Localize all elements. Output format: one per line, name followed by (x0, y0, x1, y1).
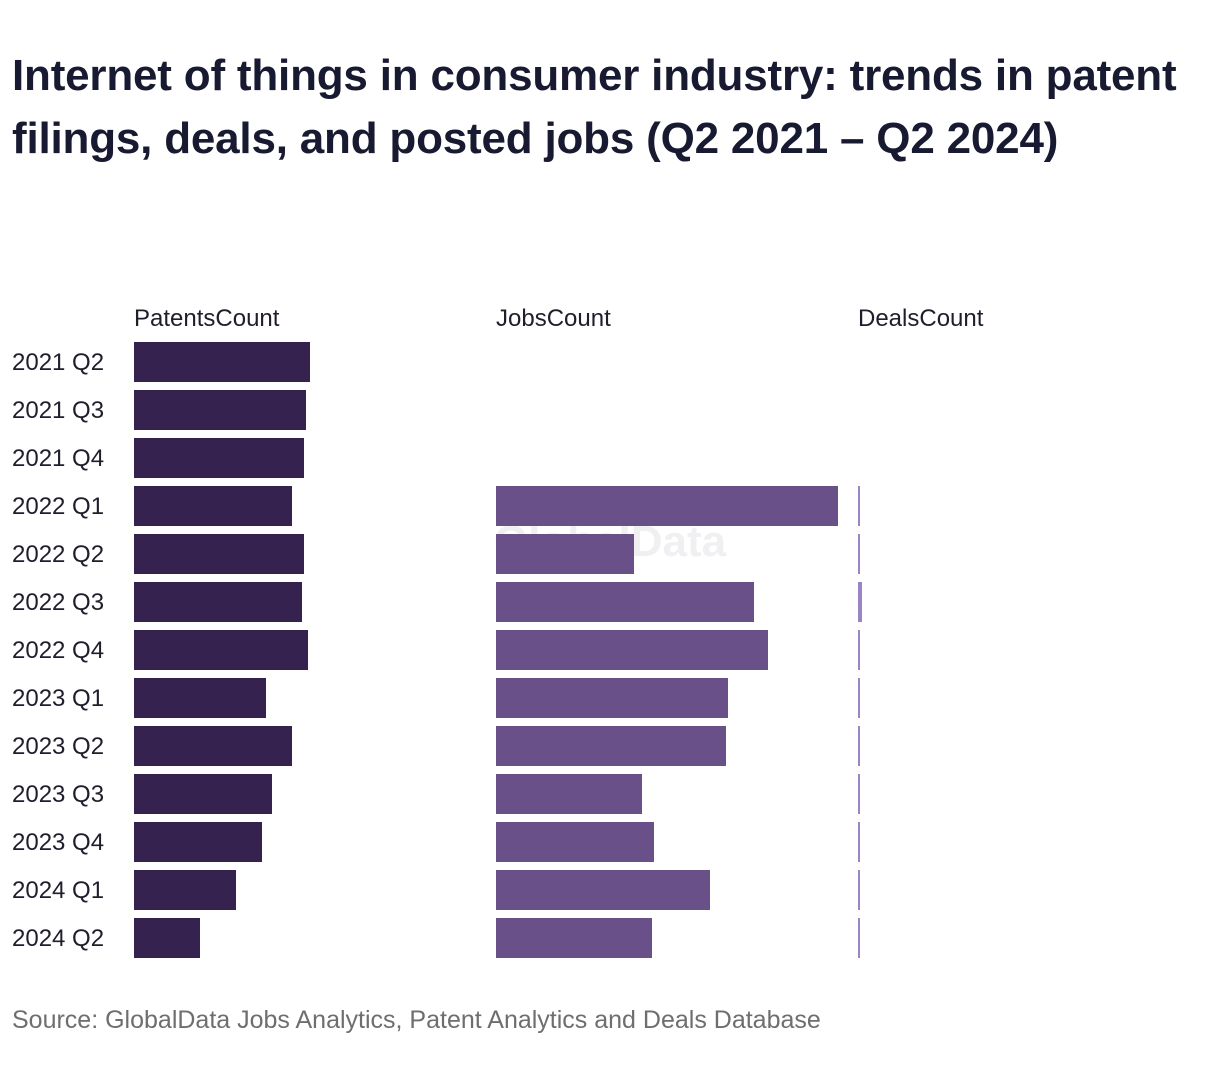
bar-jobscount (496, 822, 654, 862)
bar-dealscount (858, 534, 860, 574)
category-label: 2024 Q1 (12, 877, 104, 904)
panel-header: DealsCount (858, 305, 984, 332)
bar-patentscount (134, 390, 306, 430)
category-label: 2024 Q2 (12, 925, 104, 952)
source-note: Source: GlobalData Jobs Analytics, Paten… (12, 1006, 821, 1034)
bar-patentscount (134, 342, 310, 382)
bar-dealscount (858, 678, 860, 718)
category-label: 2021 Q3 (12, 397, 104, 424)
category-label: 2022 Q3 (12, 589, 104, 616)
bar-patentscount (134, 486, 292, 526)
panel-header: JobsCount (496, 305, 611, 332)
bar-dealscount (858, 822, 860, 862)
category-label: 2021 Q4 (12, 445, 104, 472)
bar-dealscount (858, 774, 860, 814)
panel-dealscount: DealsCount (858, 305, 984, 958)
category-label: 2023 Q3 (12, 781, 104, 808)
bar-patentscount (134, 774, 272, 814)
bar-dealscount (858, 870, 860, 910)
category-label: 2021 Q2 (12, 349, 104, 376)
bar-dealscount (858, 582, 862, 622)
bar-jobscount (496, 870, 710, 910)
bar-patentscount (134, 918, 200, 958)
bar-jobscount (496, 918, 652, 958)
category-label: 2023 Q4 (12, 829, 104, 856)
bar-patentscount (134, 582, 302, 622)
panel-header: PatentsCount (134, 305, 280, 332)
bar-patentscount (134, 870, 236, 910)
bar-patentscount (134, 534, 304, 574)
bar-jobscount (496, 630, 768, 670)
category-label: 2022 Q4 (12, 637, 104, 664)
bar-patentscount (134, 726, 292, 766)
bar-dealscount (858, 630, 860, 670)
chart-panels: PatentsCount JobsCount DealsCount (134, 305, 984, 958)
bar-jobscount (496, 582, 754, 622)
category-labels: 2021 Q2 2021 Q3 2021 Q4 2022 Q1 2022 Q2 2022 … (12, 349, 104, 952)
bar-jobscount (496, 774, 642, 814)
bar-patentscount (134, 630, 308, 670)
panel-jobscount: JobsCount (496, 305, 838, 958)
bar-jobscount (496, 534, 634, 574)
bar-jobscount (496, 678, 728, 718)
bar-patentscount (134, 678, 266, 718)
category-label: 2023 Q2 (12, 733, 104, 760)
bar-patentscount (134, 438, 304, 478)
bar-dealscount (858, 726, 860, 766)
bar-patentscount (134, 822, 262, 862)
panel-patentscount: PatentsCount (134, 305, 310, 958)
bar-jobscount (496, 726, 726, 766)
category-label: 2022 Q2 (12, 541, 104, 568)
bar-jobscount (496, 486, 838, 526)
bar-dealscount (858, 918, 860, 958)
category-label: 2023 Q1 (12, 685, 104, 712)
bar-dealscount (858, 486, 860, 526)
category-label: 2022 Q1 (12, 493, 104, 520)
chart-title: Internet of things in consumer industry:… (12, 51, 1177, 163)
